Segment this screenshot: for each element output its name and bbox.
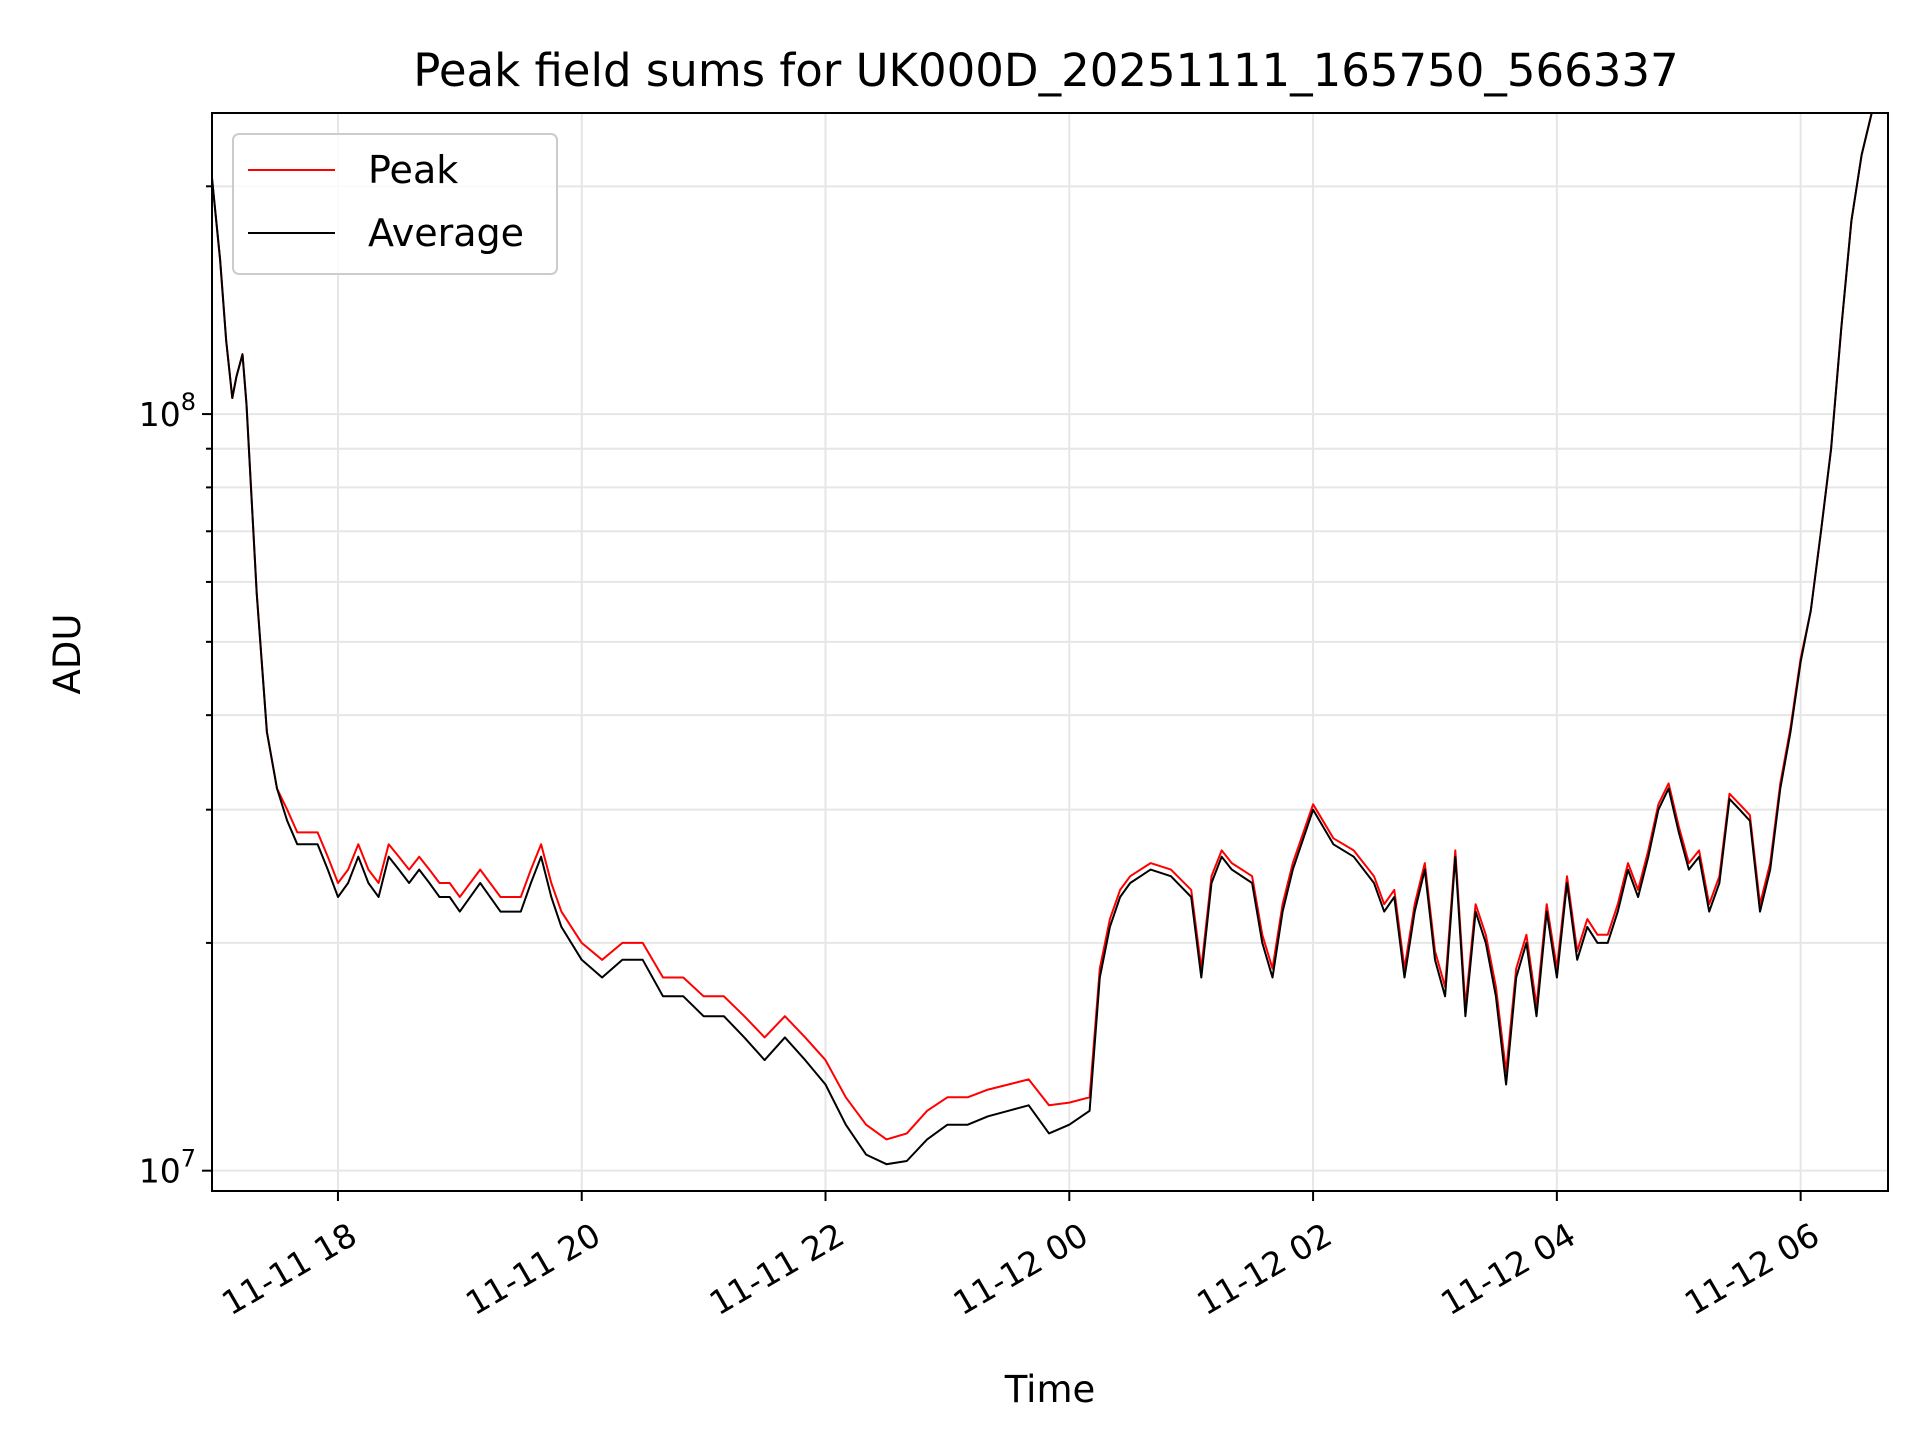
plot-frame (211, 112, 1889, 1192)
x-axis-label: Time (1004, 1368, 1096, 1411)
plot-series (212, 113, 1873, 1166)
legend: Peak Average (232, 133, 558, 275)
y-tick-label: 108 (139, 388, 196, 434)
y-axis-label: ADU (46, 614, 89, 695)
legend-label-average: Average (368, 211, 524, 255)
legend-label-peak: Peak (368, 148, 458, 192)
y-tick-label: 107 (139, 1145, 196, 1191)
series-line-average (212, 113, 1873, 1166)
series-line-peak (212, 113, 1873, 1141)
y-axis-ticks: 107 108 (139, 185, 212, 1191)
chart-title: Peak field sums for UK000D_20251111_1657… (413, 44, 1678, 97)
gridlines (212, 113, 1888, 1191)
